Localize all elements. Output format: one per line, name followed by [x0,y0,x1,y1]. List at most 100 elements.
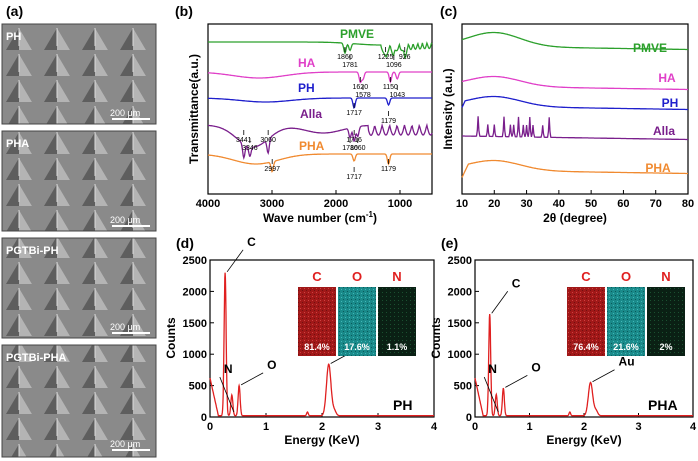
eds-d-map-title-n: N [392,269,401,284]
eds-pha-sample-label: PHA [648,397,678,413]
ftir-peak-label: 1781 [342,62,358,69]
eds-e-y-tick-label: 2000 [448,286,472,298]
sem-scale-pha: 200 μm [110,215,140,225]
xrd-x-tick-label: 50 [585,198,597,210]
ftir-legend-pmve: PMVE [340,27,374,41]
xrd-legend-pha: PHA [645,161,671,175]
eds-ph-x-axis-label: Energy (KeV) [284,433,359,447]
eds-e-map-title-c: C [581,269,591,284]
ftir-legend-alla: Alla [300,107,322,121]
xrd-x-tick-label: 80 [682,198,694,210]
ftir-series-pmve [208,41,433,60]
ftir-legend-pha: PHA [299,139,325,153]
eds-e-map-title-o: O [621,269,631,284]
ftir-series-pha [207,153,432,173]
eds-e-percent-c: 76.4% [573,342,599,352]
sem-scale-pgtbi-ph: 200 μm [110,322,140,332]
ftir-peak-label: 3441 [236,137,252,144]
eds-e-percent-o: 21.6% [613,342,639,352]
xrd-x-tick-label: 10 [456,198,468,210]
ftir-x-tick-label: 1000 [388,198,412,210]
xrd-x-tick-label: 20 [488,198,500,210]
ftir-series-ha [207,71,432,84]
eds-e-peak-label-au: Au [619,355,635,369]
ftir-series-ph [208,97,432,110]
eds-d-map-o [338,287,376,356]
eds-d-y-tick-label: 2500 [183,255,207,267]
eds-d-x-tick-label: 2 [319,421,325,433]
eds-e-peak-label-n: N [488,362,497,376]
xrd-x-tick-label: 30 [520,198,532,210]
xrd-series-pmve [461,31,688,51]
eds-d-y-tick-label: 500 [189,381,207,393]
eds-e-map-o [607,287,645,356]
eds-d-y-tick-label: 1500 [183,318,207,330]
eds-d-x-tick-label: 3 [375,421,381,433]
eds-e-x-tick-label: 0 [472,421,478,433]
eds-d-percent-n: 1.1% [387,342,408,352]
xrd-legend-pmve: PMVE [633,41,667,55]
xrd-legend-ph: PH [662,96,679,110]
panel-a-label: (a) [6,3,23,19]
eds-d-map-c [298,287,336,356]
panel-c-label: (c) [440,3,457,19]
panel-b-label: (b) [175,3,193,19]
eds-e-x-tick-label: 1 [526,421,532,433]
eds-d-map-title-c: C [312,269,322,284]
ftir-peak-label: 1578 [355,92,371,99]
eds-e-map-c [567,287,605,356]
xrd-legend-alla: Alla [653,124,675,138]
eds-e-x-tick-label: 4 [690,421,697,433]
ftir-peak-label: 1717 [346,174,362,181]
eds-e-percent-n: 2% [659,342,672,352]
xrd-legend-ha: HA [658,71,676,85]
eds-pha-chart: (e) 0 1 2 3 4 0 500 1000 1500 2000 2500 C N O Au C 76.… [429,235,697,447]
eds-e-y-tick-label: 1500 [448,318,472,330]
xrd-chart: (c) PMVE HA PH Alla PHA 10 20 30 40 50 60 70 80 2θ … [440,3,694,225]
xrd-series-pha [461,159,688,178]
xrd-x-tick-label: 70 [650,198,662,210]
ftir-x-axis-label: Wave number (cm-1) [263,210,377,225]
eds-e-pointer-o [505,375,528,388]
eds-d-x-tick-label: 4 [431,421,438,433]
eds-e-y-tick-label: 2500 [448,255,472,267]
eds-e-map-title-n: N [661,269,670,284]
eds-d-pointer-o [240,372,264,386]
eds-e-y-tick-label: 500 [454,381,472,393]
eds-e-peak-label-o: O [531,360,540,374]
ftir-peak-label: 1860 [337,54,353,61]
ftir-peak-label: 1179 [381,118,396,125]
eds-e-pointer-au [592,369,615,383]
xrd-x-tick-label: 40 [553,198,565,210]
eds-d-y-tick-label: 1000 [183,349,207,361]
sem-image-ph: PH 200 μm [1,23,157,125]
eds-d-pointer-n [219,376,235,413]
eds-d-y-tick-label: 0 [201,412,207,424]
eds-d-percent-o: 17.6% [344,342,370,352]
ftir-x-tick-label: 2000 [324,198,348,210]
ftir-legend-ph: PH [298,81,315,95]
sem-label-pgtbi-ph: PGTBi-PH [6,245,59,257]
ftir-peak-label: 3060 [260,137,276,144]
ftir-peak-label: 3346 [242,145,258,152]
ftir-peak-label: 2997 [264,166,280,173]
panel-e-label: (e) [441,235,458,251]
panel-d-label: (d) [176,235,194,251]
eds-e-pointer-n [483,376,499,413]
eds-d-peak-label-n: N [224,362,233,376]
eds-e-pointer-c [491,291,509,314]
ftir-x-tick-label: 3000 [260,198,284,210]
eds-e-x-tick-label: 2 [581,421,587,433]
ftir-peak-label: 1096 [386,62,402,69]
ftir-y-axis-label: Transmittance(a.u.) [187,54,201,164]
eds-pha-x-axis-label: Energy (KeV) [546,433,621,447]
eds-d-x-tick-label: 1 [263,421,269,433]
ftir-peak-label: 1179 [381,166,396,173]
ftir-legend-ha: HA [298,56,316,70]
eds-pha-y-axis-label: Counts [429,317,443,359]
ftir-peak-label: 1043 [389,92,405,99]
ftir-peak-label: 1780 [342,145,358,152]
sem-scale-pgtbi-pha: 200 μm [110,439,140,449]
